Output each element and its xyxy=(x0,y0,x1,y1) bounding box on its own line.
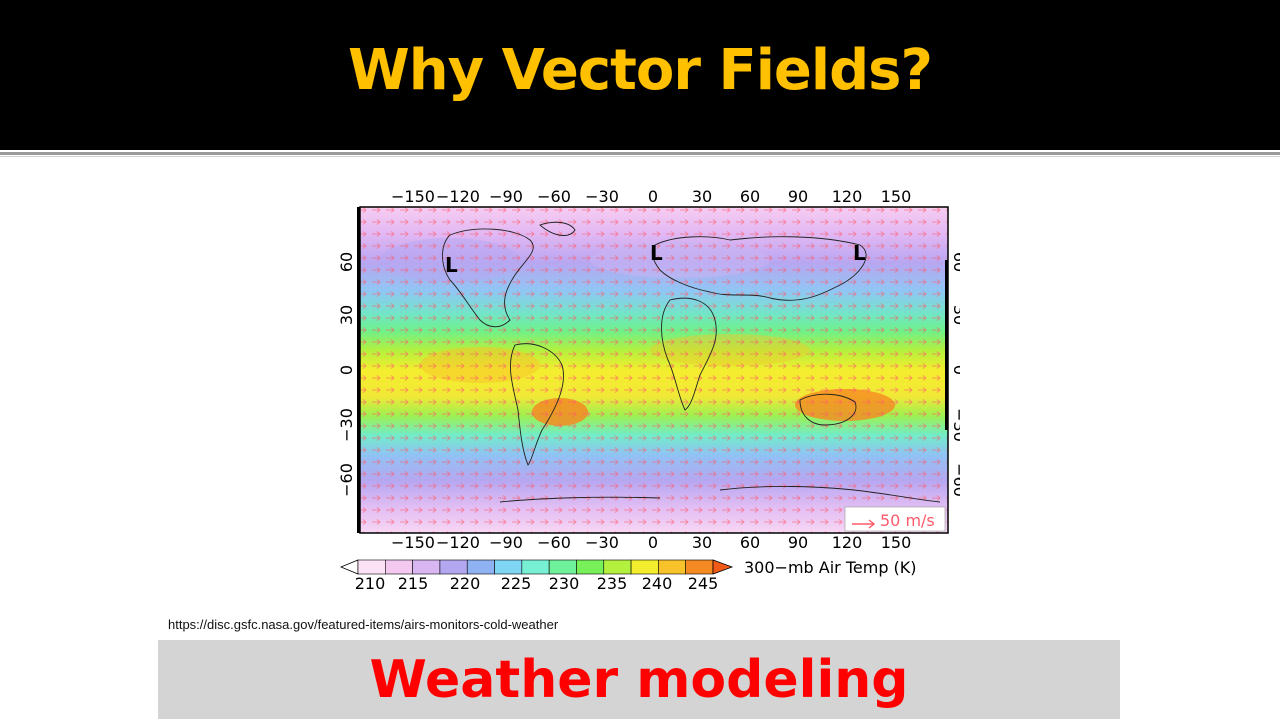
map-left-edge xyxy=(357,207,360,533)
top-tick: −90 xyxy=(489,187,523,206)
top-tick: 60 xyxy=(740,187,760,206)
top-tick: 30 xyxy=(692,187,712,206)
colorbar-label: 235 xyxy=(597,574,628,593)
colorbar-cell xyxy=(466,559,495,575)
bottom-tick: −90 xyxy=(489,533,523,552)
slide-title: Why Vector Fields? xyxy=(348,38,933,103)
colorbar-low-triangle xyxy=(339,559,359,575)
colorbar-cell xyxy=(603,559,632,575)
colorbar-label: 225 xyxy=(501,574,532,593)
colorbar-cell xyxy=(658,559,686,575)
source-url: https://disc.gsfc.nasa.gov/featured-item… xyxy=(168,617,559,632)
colorbar-cell xyxy=(685,559,714,575)
colorbar-cell xyxy=(412,559,441,575)
left-tick: −60 xyxy=(337,463,356,497)
colorbar: 210 215 220 225 230 235 240 245 300−mb A… xyxy=(339,558,917,593)
title-divider xyxy=(0,152,1280,155)
colorbar-cell xyxy=(494,559,523,575)
top-tick: 90 xyxy=(788,187,808,206)
subtitle-band: Weather modeling xyxy=(158,640,1120,719)
bottom-tick: 120 xyxy=(832,533,863,552)
low-marker-1: L xyxy=(445,253,458,277)
colorbar-cell xyxy=(576,559,605,575)
bottom-tick: 30 xyxy=(692,533,712,552)
right-tick: −30 xyxy=(950,408,960,442)
left-tick: −30 xyxy=(337,408,356,442)
left-tick: 0 xyxy=(337,365,356,375)
top-axis: −150 −120 −90 −60 −30 0 30 60 90 120 150 xyxy=(391,187,911,206)
bottom-tick: −150 xyxy=(391,533,435,552)
left-tick: 30 xyxy=(337,305,356,325)
colorbar-label: 230 xyxy=(549,574,580,593)
bottom-tick: 0 xyxy=(648,533,658,552)
top-tick: −60 xyxy=(537,187,571,206)
colorbar-title: 300−mb Air Temp (K) xyxy=(744,558,917,577)
colorbar-cell xyxy=(630,559,659,575)
scale-box xyxy=(844,506,946,532)
map-right-edge xyxy=(945,260,948,430)
colorbar-label: 240 xyxy=(642,574,673,593)
temperature-field xyxy=(360,207,948,533)
title-band: Why Vector Fields? xyxy=(0,0,1280,150)
colorbar-cell xyxy=(548,559,577,575)
bottom-tick: 150 xyxy=(881,533,912,552)
weather-map-image: L L L 50 m/s −150 −120 −90 −60 −30 0 30 … xyxy=(337,187,960,593)
bottom-tick: −30 xyxy=(585,533,619,552)
colorbar-label: 245 xyxy=(688,574,719,593)
continent-outlines xyxy=(442,221,941,503)
bottom-tick: 60 xyxy=(740,533,760,552)
top-tick: 150 xyxy=(881,187,912,206)
top-tick: −150 xyxy=(391,187,435,206)
colorbar-label: 220 xyxy=(450,574,481,593)
colorbar-label: 210 xyxy=(355,574,386,593)
colorbar-cell xyxy=(357,559,386,575)
colorbar-cell xyxy=(521,559,550,575)
colorbar-cell xyxy=(439,559,468,575)
colorbar-cell xyxy=(385,559,413,575)
top-tick: −120 xyxy=(436,187,480,206)
left-tick: 60 xyxy=(337,252,356,272)
low-marker-2: L xyxy=(650,241,663,265)
top-tick: −30 xyxy=(585,187,619,206)
bottom-tick: 90 xyxy=(788,533,808,552)
title-divider-thin xyxy=(0,156,1280,157)
right-tick: 60 xyxy=(950,252,960,272)
right-tick: 30 xyxy=(950,305,960,325)
scale-arrow-icon xyxy=(852,519,876,529)
top-tick: 0 xyxy=(648,187,658,206)
slide-subtitle: Weather modeling xyxy=(369,650,909,710)
bottom-axis: −150 −120 −90 −60 −30 0 30 60 90 120 150 xyxy=(391,533,911,552)
top-tick: 120 xyxy=(832,187,863,206)
weather-map-figure: L L L 50 m/s −150 −120 −90 −60 −30 0 30 … xyxy=(300,180,960,600)
right-tick: −60 xyxy=(950,463,960,497)
scale-label: 50 m/s xyxy=(880,511,935,530)
colorbar-label: 215 xyxy=(398,574,429,593)
left-axis: 60 30 0 −30 −60 xyxy=(337,252,356,497)
bottom-tick: −120 xyxy=(436,533,480,552)
low-marker-3: L xyxy=(853,241,866,265)
right-axis: 60 30 0 −30 −60 xyxy=(950,252,960,497)
bottom-tick: −60 xyxy=(537,533,571,552)
right-tick: 0 xyxy=(950,365,960,375)
colorbar-high-triangle xyxy=(712,559,734,575)
